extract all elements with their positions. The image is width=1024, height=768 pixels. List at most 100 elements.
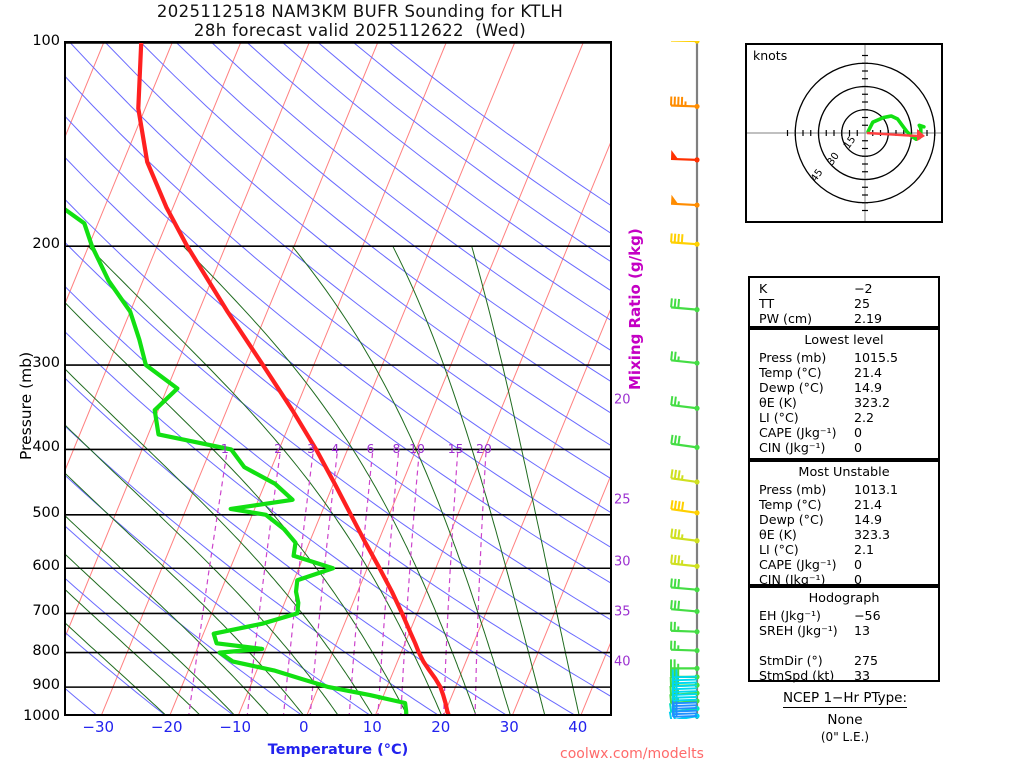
stat-row: TT 25 [750,296,938,311]
svg-text:45: 45 [809,167,825,184]
pressure-axis: 100 200 300 400 500 600 700 800 900 1000 [0,33,60,724]
temperature-tick--10: −10 [219,718,252,736]
temperature-tick-20: 20 [431,718,451,736]
stat-key: Temp (°C) [759,497,822,512]
temperature-axis: −30 −20 −10 0 10 20 30 40 [64,718,612,740]
panel-title: Hodograph [808,591,880,606]
svg-text:15: 15 [842,134,858,151]
stat-value: 0 [854,425,863,440]
stat-key: θE (K) [759,527,797,542]
temperature-tick-30: 30 [499,718,519,736]
stat-key: Temp (°C) [759,365,822,380]
stat-key: StmSpd (kt) [759,668,835,683]
stat-row: SREH (Jkg⁻¹) 13 [750,623,938,638]
height-scale-40: 40 [614,654,631,670]
stat-row: StmDir (°) 275 [750,653,938,668]
stat-row: Press (mb) 1013.1 [750,482,938,497]
stat-value: 25 [854,296,871,311]
stat-value: 33 [854,668,871,683]
stat-row: Temp (°C) 21.4 [750,365,938,380]
pressure-tick-800: 800 [32,642,60,659]
temperature-tick--20: −20 [150,718,183,736]
temperature-tick-0: 0 [298,718,309,736]
stat-value: 13 [854,623,871,638]
stat-row: Dewp (°C) 14.9 [750,512,938,527]
stat-key: CIN (Jkg⁻¹) [759,572,826,587]
pressure-axis-title: Pressure (mb) [17,351,35,460]
hodograph-units-label: knots [753,48,788,63]
stat-value: 21.4 [854,365,883,380]
pressure-tick-500: 500 [32,504,60,521]
stat-key: K [759,281,768,296]
ptype-header: NCEP 1−Hr PType: [782,690,908,708]
stat-key: Press (mb) [759,482,827,497]
pressure-tick-700: 700 [32,603,60,620]
stat-row: CIN (Jkg⁻¹) 0 [750,440,938,455]
pressure-tick-1000: 1000 [23,708,60,724]
height-scale-25: 25 [614,492,631,508]
stat-value: −2 [854,281,873,296]
stat-key: CAPE (Jkg⁻¹) [759,425,837,440]
stat-value: 0 [854,557,863,572]
stat-value: 2.2 [854,410,875,425]
hodograph-plot[interactable]: knots 15 30 45 [745,43,944,223]
mixing-ratio-label-8: 8 [392,441,401,457]
stat-row: θE (K) 323.2 [750,395,938,410]
pressure-tick-100: 100 [32,33,60,49]
pressure-tick-400: 400 [32,439,60,456]
temperature-tick-40: 40 [568,718,588,736]
page-subtitle: 28h forecast valid 2025112622 (Wed) [193,21,527,40]
stat-value: 14.9 [854,512,883,527]
height-scale-30: 30 [614,554,631,570]
stat-value: 2.1 [854,542,875,557]
stat-row: EH (Jkg⁻¹) −56 [750,608,938,623]
stat-row: CAPE (Jkg⁻¹) 0 [750,425,938,440]
mixing-ratio-label-3: 3 [307,441,316,457]
mixing-ratio-scale: 20 25 30 35 40 [612,41,660,716]
wind-barb-column [655,31,710,722]
stat-value: 1013.1 [854,482,899,497]
stat-row: Dewp (°C) 14.9 [750,380,938,395]
stat-row: LI (°C) 2.2 [750,410,938,425]
hodograph-stats-panel: Hodograph EH (Jkg⁻¹) −56 SREH (Jkg⁻¹) 13 Stm… [748,586,940,683]
stat-row: Temp (°C) 21.4 [750,497,938,512]
stat-key: CIN (Jkg⁻¹) [759,440,826,455]
stat-row: CIN (Jkg⁻¹) 0 [750,572,938,587]
stat-row: PW (cm) 2.19 [750,311,938,326]
stat-value: 14.9 [854,380,883,395]
mixing-ratio-label-20: 20 [475,441,492,457]
skewt-plot[interactable] [64,41,612,716]
stat-row: θE (K) 323.3 [750,527,938,542]
pressure-tick-900: 900 [32,677,60,694]
stat-key: θE (K) [759,395,797,410]
stat-row: K −2 [750,281,938,296]
stat-key: CAPE (Jkg⁻¹) [759,557,837,572]
stat-value: 323.2 [854,395,891,410]
stat-key: StmDir (°) [759,653,823,668]
stat-value: 275 [854,653,879,668]
height-scale-20: 20 [614,392,631,408]
page-title: 2025112518 NAM3KM BUFR Sounding for KTLH [156,2,564,21]
mixing-ratio-label-4: 4 [331,441,340,457]
stat-key: SREH (Jkg⁻¹) [759,623,838,638]
stat-row: LI (°C) 2.1 [750,542,938,557]
temperature-axis-title: Temperature (°C) [267,742,409,758]
stat-key: Dewp (°C) [759,512,824,527]
pressure-tick-600: 600 [32,558,60,575]
mixing-ratio-label-15: 15 [447,441,464,457]
stat-row: Press (mb) 1015.5 [750,350,938,365]
ptype-liquid-equiv: (0" L.E.) [820,730,870,744]
svg-text:30: 30 [826,151,842,168]
most-unstable-panel: Most Unstable Press (mb) 1013.1 Temp (°C) 21… [748,460,940,587]
mixing-ratio-label-2: 2 [274,441,283,457]
lowest-level-panel: Lowest level Press (mb) 1015.5 Temp (°C) 21.… [748,328,940,460]
panel-title: Lowest level [804,333,884,348]
stat-value: 2.19 [854,311,883,326]
ptype-value: None [827,712,863,728]
stat-key: Press (mb) [759,350,827,365]
stat-value: 1015.5 [854,350,899,365]
pressure-tick-200: 200 [32,236,60,253]
stat-key: Dewp (°C) [759,380,824,395]
stat-value: 21.4 [854,497,883,512]
